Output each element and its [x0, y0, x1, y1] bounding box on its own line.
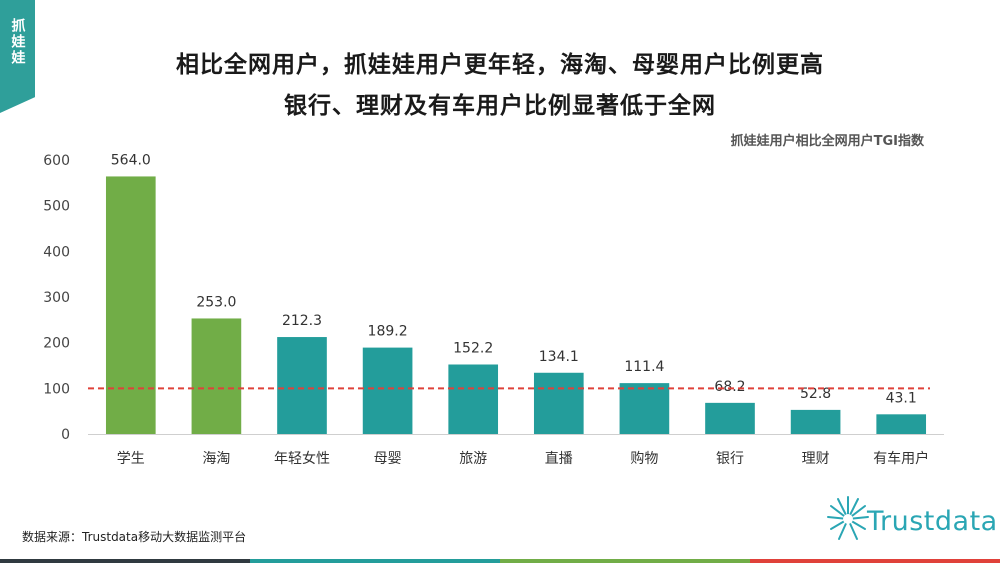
- data-source-note: 数据来源：Trustdata移动大数据监测平台: [22, 530, 247, 544]
- bar: [191, 318, 242, 434]
- footer-stripe-4: [750, 559, 1000, 563]
- bar: [876, 414, 927, 434]
- x-tick-label: 母婴: [374, 451, 402, 467]
- bar: [277, 337, 327, 434]
- y-tick-label: 200: [43, 336, 70, 352]
- bar: [790, 409, 841, 434]
- data-label: 212.3: [282, 313, 322, 329]
- bar: [533, 372, 584, 434]
- x-tick-label: 直播: [545, 450, 573, 467]
- logo-text: Trustdata: [867, 506, 998, 537]
- x-tick-label: 学生: [117, 451, 145, 467]
- bar: [448, 364, 499, 434]
- y-tick-label: 300: [43, 290, 70, 306]
- x-tick-label: 年轻女性: [274, 450, 330, 467]
- y-tick-label: 600: [43, 153, 70, 169]
- data-label: 564.0: [111, 152, 151, 168]
- footer-stripes: [0, 559, 1000, 563]
- data-label: 152.2: [453, 340, 493, 356]
- data-label: 52.8: [800, 386, 831, 402]
- footer-stripe-2: [250, 559, 500, 563]
- chart-title: 抓娃娃用户相比全网用户TGI指数: [730, 134, 924, 149]
- bar: [705, 402, 755, 434]
- side-tab-label: 抓娃娃: [9, 18, 26, 66]
- side-tab: [0, 0, 35, 113]
- y-tick-label: 400: [43, 244, 70, 260]
- y-tick-label: 500: [43, 199, 70, 215]
- x-tick-label: 银行: [716, 451, 744, 467]
- bar: [619, 383, 670, 434]
- page-title-line-2: 银行、理财及有车用户比例显著低于全网: [284, 93, 716, 119]
- x-tick-label: 有车用户: [873, 450, 929, 467]
- x-tick-label: 购物: [630, 451, 658, 467]
- sunburst-icon: [827, 496, 869, 540]
- bar: [105, 176, 156, 434]
- data-label: 189.2: [368, 324, 408, 340]
- x-tick-label: 理财: [802, 451, 830, 467]
- trustdata-logo: Trustdata: [826, 494, 998, 544]
- data-label: 253.0: [196, 294, 236, 310]
- data-label: 43.1: [886, 390, 917, 406]
- y-tick-label: 0: [61, 427, 70, 443]
- x-tick-label: 旅游: [459, 451, 487, 467]
- x-tick-label: 海淘: [202, 451, 230, 467]
- bar: [362, 347, 413, 434]
- data-label: 111.4: [624, 359, 664, 375]
- y-tick-label: 100: [43, 381, 70, 397]
- footer-stripe-3: [500, 559, 750, 563]
- data-label: 134.1: [539, 349, 579, 365]
- page-title-line-1: 相比全网用户，抓娃娃用户更年轻，海淘、母婴用户比例更高: [176, 52, 824, 78]
- data-label: 68.2: [714, 379, 745, 395]
- footer-stripe-1: [0, 559, 250, 563]
